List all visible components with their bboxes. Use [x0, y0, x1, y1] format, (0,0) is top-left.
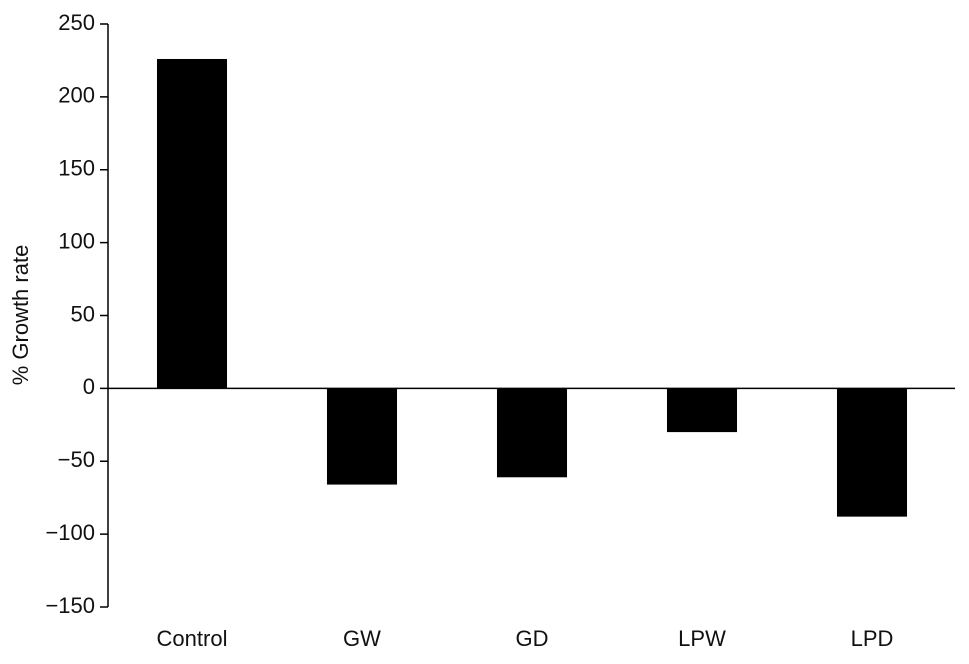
bar [326, 388, 398, 485]
y-tick-label: 150 [58, 156, 95, 181]
y-tick-label: 100 [58, 228, 95, 253]
bar [156, 58, 228, 389]
y-tick-label: −150 [45, 593, 95, 618]
x-tick-label: LPD [851, 626, 894, 651]
y-tick-label: 0 [83, 374, 95, 399]
y-tick-label: −100 [45, 520, 95, 545]
y-tick-label: 50 [71, 301, 95, 326]
y-tick-label: 200 [58, 83, 95, 108]
bar [836, 388, 908, 517]
x-tick-label: GD [516, 626, 549, 651]
y-tick-label: −50 [58, 447, 95, 472]
x-tick-label: GW [343, 626, 381, 651]
bar [666, 388, 738, 433]
x-tick-label: Control [157, 626, 228, 651]
y-tick-label: 250 [58, 10, 95, 35]
bar [496, 388, 568, 478]
x-tick-label: LPW [678, 626, 726, 651]
y-axis-label: % Growth rate [8, 245, 33, 386]
